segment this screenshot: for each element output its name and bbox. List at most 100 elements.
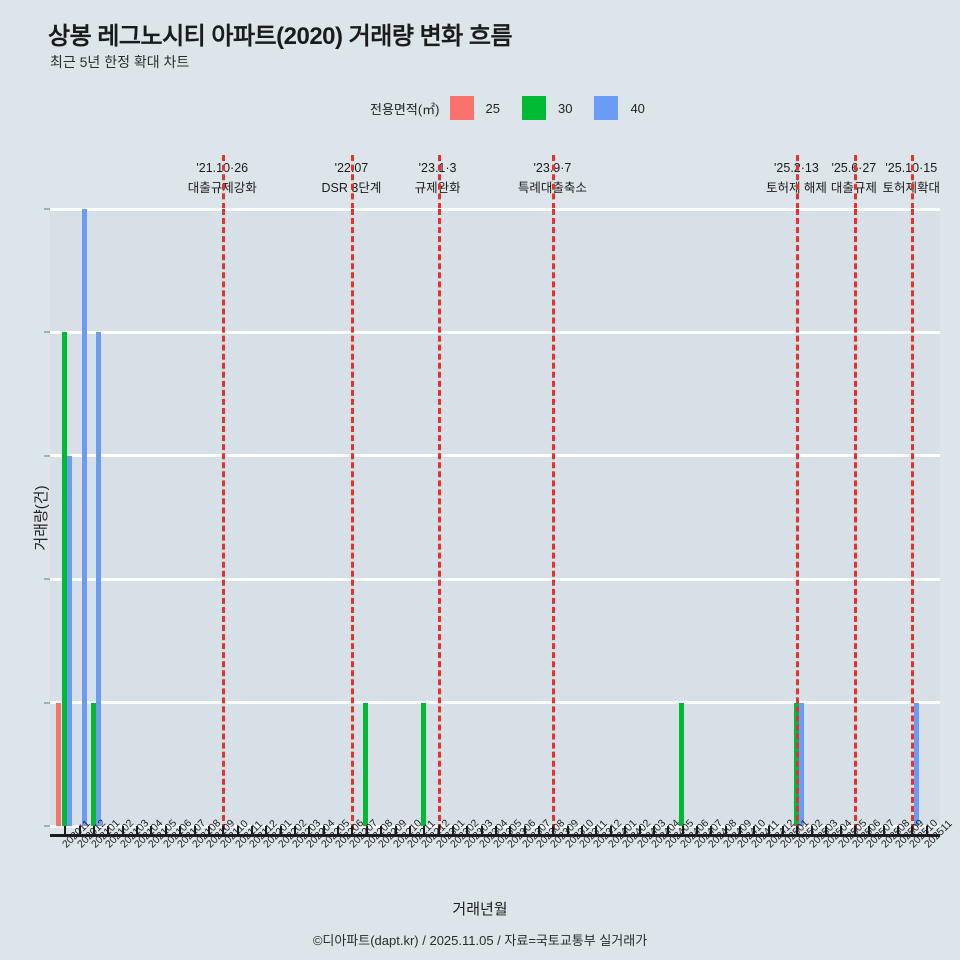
x-tick-mark (925, 826, 928, 837)
annotation-date: '25.6·27 (831, 161, 877, 175)
annotation-text: 토허제 해제 (765, 181, 827, 195)
bar-40-202502[interactable] (799, 702, 805, 826)
x-tick-mark (380, 826, 383, 837)
gridline (50, 577, 940, 581)
annotation-date: '22.07 (334, 161, 369, 175)
x-tick-mark (107, 826, 110, 837)
event-line-202502 (796, 209, 800, 830)
legend-item-25[interactable]: 25 (449, 96, 522, 120)
annotation-202510: '25.10·15 토허제확대 (841, 158, 960, 198)
x-tick-mark (796, 826, 799, 837)
legend-item-30[interactable]: 30 (521, 96, 594, 120)
x-tick-mark (351, 826, 354, 837)
x-tick-mark (207, 826, 210, 837)
bar-30-202011[interactable] (61, 332, 67, 826)
event-line-202309 (552, 209, 556, 830)
x-tick-mark (408, 826, 411, 837)
bar-30-202212[interactable] (420, 702, 426, 826)
event-line-202207 (351, 209, 355, 830)
gridline (50, 207, 940, 211)
x-tick-mark (179, 826, 182, 837)
x-tick-mark (724, 826, 727, 837)
x-tick-mark (93, 826, 96, 837)
x-tick-mark (767, 826, 770, 837)
gridline (50, 701, 940, 705)
legend-swatch-30 (521, 96, 546, 120)
legend-swatch-25 (449, 96, 474, 120)
legend-label-25: 25 (485, 100, 500, 116)
x-tick-mark (753, 826, 756, 837)
annotation-connector-202510 (911, 155, 915, 209)
x-tick-mark (538, 826, 541, 837)
bar-30-202406[interactable] (679, 702, 685, 826)
bar-40-202510[interactable] (914, 702, 920, 826)
x-tick-mark (911, 826, 914, 837)
x-tick-mark (652, 826, 655, 837)
annotation-202110: '21.10·26 대출규제강화 (152, 158, 292, 198)
x-tick-mark (495, 826, 497, 837)
x-tick-mark (853, 826, 856, 837)
x-tick-mark (193, 826, 196, 837)
x-tick-mark (638, 826, 641, 837)
x-tick-mark (279, 826, 282, 837)
y-axis-title: 거래량(건) (33, 484, 51, 551)
y-tick-mark (44, 578, 50, 581)
event-line-202110 (222, 209, 226, 830)
x-tick-mark (451, 826, 454, 837)
x-tick-mark (509, 826, 512, 837)
annotation-date: '25.2·13 (774, 161, 819, 175)
x-tick-mark (624, 826, 627, 837)
event-line-202301 (437, 209, 441, 830)
annotation-connector-202502 (796, 155, 800, 209)
x-tick-mark (394, 826, 397, 837)
event-line-202510 (911, 209, 915, 830)
annotation-connector-202506 (853, 155, 857, 209)
x-tick-mark (294, 826, 297, 837)
annotation-202506: '25.6·27 대출규제 (784, 158, 924, 198)
page-title: 상봉 레그노시티 아파트(2020) 거래량 변화 흐름 (48, 23, 513, 50)
legend-item-40[interactable]: 40 (594, 96, 666, 120)
x-tick-mark (365, 826, 368, 837)
x-tick-mark (609, 826, 612, 837)
annotation-202502: '25.2·13 토허제 해제 (726, 158, 866, 198)
bar-40-202012[interactable] (81, 209, 87, 826)
x-tick-mark (466, 826, 469, 837)
plot-area: 거래량(건) 012345 (33, 207, 940, 830)
legend-title: 전용면적(㎡) (370, 101, 440, 117)
annotation-text: 대출규제 (830, 181, 877, 195)
bar-30-202101[interactable] (90, 702, 96, 826)
annotation-text: 특례대출축소 (517, 181, 587, 195)
x-tick-mark (739, 826, 742, 837)
x-tick-mark (882, 826, 885, 837)
x-tick-mark (480, 826, 483, 837)
x-tick-mark (222, 826, 225, 837)
annotation-connector-202301 (437, 155, 441, 209)
gridline (50, 330, 940, 334)
annotation-date: '21.10·26 (196, 161, 249, 175)
x-tick-mark (710, 826, 713, 837)
bar-40-202101[interactable] (96, 332, 102, 826)
y-tick-mark (44, 825, 50, 827)
bar-25-202011[interactable] (56, 702, 62, 826)
x-tick-mark (250, 826, 253, 837)
x-tick-mark (78, 826, 81, 837)
x-tick-mark (150, 826, 153, 837)
x-tick-mark (523, 826, 526, 837)
y-tick-mark (44, 331, 50, 334)
x-tick-mark (810, 826, 813, 837)
annotation-202301: '23.1·3 규제완화 (368, 158, 508, 198)
x-axis: 202011 202012 202101 202102 202103 202104 2021… (50, 817, 954, 850)
bar-30-202208[interactable] (363, 702, 369, 826)
x-tick-mark (825, 826, 828, 837)
page-subtitle: 최근 5년 한정 확대 차트 (50, 54, 190, 70)
x-tick-mark (681, 826, 684, 837)
annotation-202207: '22.07 DSR 3단계 (281, 158, 421, 198)
x-tick-mark (868, 826, 871, 837)
bar-40-202011[interactable] (67, 455, 73, 826)
legend-label-30: 30 (557, 100, 573, 116)
x-tick-mark (322, 826, 325, 837)
x-tick-mark (595, 826, 598, 837)
event-line-202506 (853, 209, 857, 830)
chart-legend: 전용면적(㎡) 25 30 40 (370, 96, 667, 120)
footer-credit: ©디아파트(dapt.kr) / 2025.11.05 / 자료=국토교통부 실… (312, 933, 648, 948)
